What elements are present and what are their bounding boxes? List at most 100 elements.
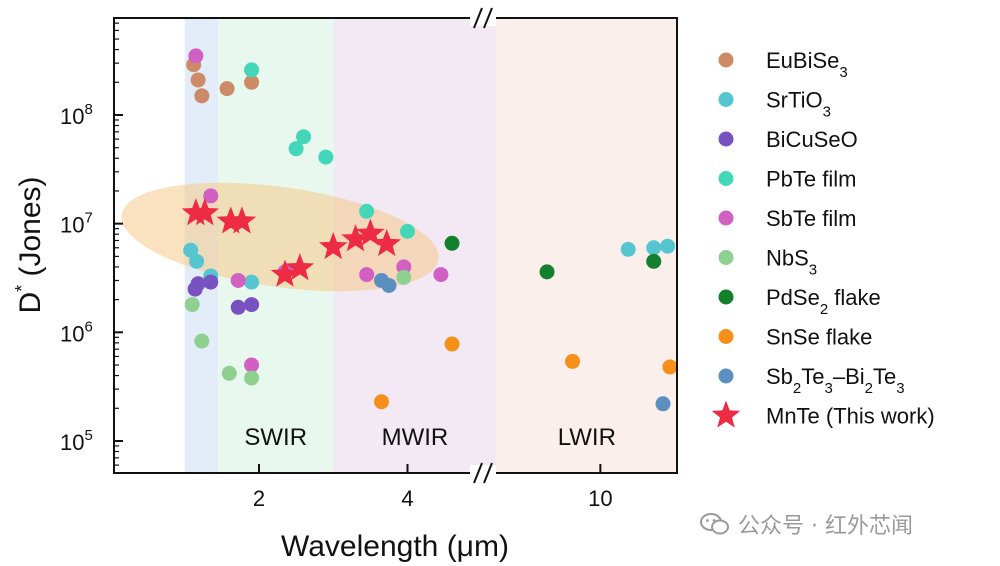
legend-marker bbox=[718, 329, 734, 344]
legend: EuBiSe3 SrTiO3 BiCuSeO PbTe film SbTe film Nb… bbox=[711, 48, 935, 429]
data-point bbox=[230, 299, 246, 315]
data-point bbox=[565, 353, 581, 369]
data-point bbox=[244, 370, 260, 386]
legend-label-bicuseo: BiCuSeO bbox=[766, 127, 858, 152]
legend-marker bbox=[718, 289, 734, 305]
legend-label-pdse: PdSe2 flake bbox=[766, 285, 881, 318]
data-point-star bbox=[356, 218, 385, 246]
series-bicuseo bbox=[187, 274, 260, 315]
data-point bbox=[244, 74, 260, 90]
x-tick-label: 4 bbox=[401, 486, 413, 511]
data-point bbox=[190, 276, 206, 292]
region-label-mwir: MWIR bbox=[382, 424, 449, 451]
legend-label-sb2te3-bi2te3: Sb2Te3–Bi2Te3 bbox=[766, 364, 905, 397]
data-point bbox=[444, 235, 460, 251]
region-label-swir: SWIR bbox=[244, 424, 307, 451]
legend-marker bbox=[718, 131, 734, 147]
data-point bbox=[400, 223, 415, 239]
data-point bbox=[318, 149, 334, 165]
data-point bbox=[219, 81, 235, 97]
data-point bbox=[188, 48, 204, 64]
data-point bbox=[190, 72, 206, 88]
x-tick-label: 2 bbox=[253, 486, 265, 511]
series-snse-flake bbox=[374, 336, 677, 410]
y-axis-title: D* (Jones) bbox=[12, 176, 47, 313]
data-point bbox=[539, 264, 555, 280]
data-point bbox=[244, 62, 260, 78]
data-point bbox=[230, 272, 246, 288]
series-pdse bbox=[444, 235, 662, 280]
data-point bbox=[620, 241, 636, 257]
legend-marker bbox=[718, 52, 734, 68]
data-point bbox=[221, 365, 237, 381]
data-point bbox=[244, 274, 260, 290]
data-point bbox=[194, 88, 210, 104]
legend-marker bbox=[718, 250, 734, 265]
y-axis: 105 106 107 108 bbox=[60, 22, 123, 466]
legend-marker bbox=[718, 92, 734, 107]
data-point bbox=[444, 336, 460, 352]
y-tick-label: 108 bbox=[60, 101, 93, 129]
legend-label-snse-flake: SnSe flake bbox=[766, 325, 872, 350]
wechat-icon bbox=[700, 513, 729, 535]
data-point bbox=[381, 277, 397, 293]
data-point bbox=[646, 240, 662, 256]
data-point bbox=[194, 333, 210, 349]
axis-break bbox=[470, 7, 496, 484]
data-point bbox=[396, 269, 412, 285]
data-points bbox=[181, 48, 677, 412]
legend-marker bbox=[718, 368, 734, 384]
data-point bbox=[296, 129, 312, 145]
data-point bbox=[646, 253, 662, 269]
data-point bbox=[288, 141, 304, 157]
series-pbte-film bbox=[244, 62, 415, 239]
data-point bbox=[433, 267, 449, 283]
legend-label-sbte-film: SbTe film bbox=[766, 206, 856, 231]
data-point-star bbox=[318, 231, 348, 260]
data-point bbox=[359, 267, 375, 283]
data-point bbox=[203, 188, 219, 204]
legend-label-srtio: SrTiO3 bbox=[766, 88, 831, 121]
data-point-star bbox=[372, 228, 401, 257]
region-label-lwir: LWIR bbox=[558, 424, 616, 451]
data-point bbox=[189, 253, 205, 269]
series-srtio bbox=[183, 238, 676, 290]
y-tick-label: 105 bbox=[60, 427, 93, 455]
series-eubise bbox=[186, 57, 260, 104]
legend-label-nbs: NbS3 bbox=[766, 246, 817, 279]
data-point-star bbox=[270, 259, 300, 287]
data-point-star bbox=[341, 224, 370, 252]
data-point-star bbox=[216, 206, 246, 234]
data-point bbox=[374, 394, 390, 410]
data-point bbox=[183, 242, 199, 258]
data-point bbox=[244, 357, 260, 373]
data-point bbox=[359, 203, 375, 219]
data-point bbox=[203, 274, 219, 290]
data-point-star bbox=[285, 253, 315, 281]
legend-label-mnte-this-work: MnTe (This work) bbox=[766, 404, 935, 429]
series-mnte-this-work bbox=[181, 198, 401, 287]
plot-frame bbox=[113, 17, 678, 474]
legend-marker bbox=[718, 171, 734, 186]
legend-marker-star bbox=[711, 400, 741, 428]
data-point-star bbox=[227, 206, 257, 234]
x-axis: 2 4 10 bbox=[253, 464, 613, 511]
x-tick-label: 10 bbox=[588, 486, 612, 511]
data-point bbox=[184, 297, 200, 313]
y-tick-label: 107 bbox=[60, 210, 93, 238]
legend-label-pbte-film: PbTe film bbox=[766, 167, 856, 192]
data-point bbox=[655, 396, 671, 412]
legend-marker bbox=[718, 210, 734, 226]
data-point bbox=[662, 359, 677, 375]
series-sb2te3-bi2te3 bbox=[374, 272, 671, 412]
data-point bbox=[396, 259, 412, 275]
data-point-star bbox=[190, 198, 220, 226]
x-axis-title: Wavelength (μm) bbox=[281, 530, 509, 563]
region-labels: SWIR MWIR LWIR bbox=[244, 424, 616, 451]
watermark-text: 公众号 · 红外芯闻 bbox=[738, 514, 913, 539]
series-nbs bbox=[184, 269, 412, 386]
y-tick-label: 106 bbox=[60, 318, 93, 346]
watermark: 公众号 · 红外芯闻 bbox=[700, 508, 913, 540]
data-point bbox=[660, 238, 676, 254]
